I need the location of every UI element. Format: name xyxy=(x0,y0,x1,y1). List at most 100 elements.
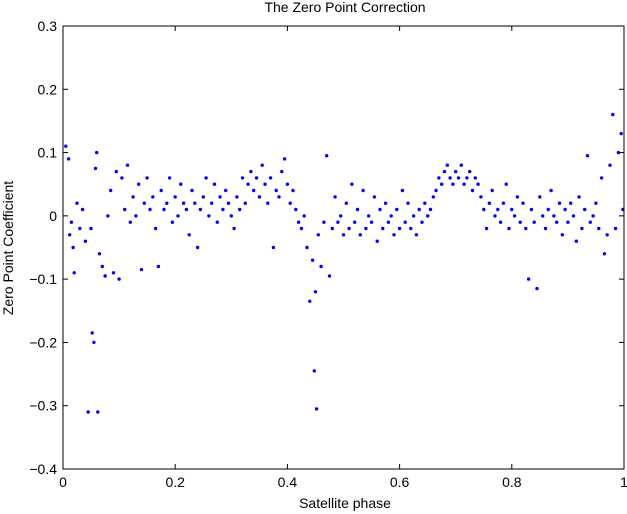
data-point xyxy=(583,207,587,212)
data-point xyxy=(308,299,312,303)
data-point xyxy=(198,207,203,212)
data-point xyxy=(97,252,102,256)
data-point xyxy=(434,188,438,193)
data-point xyxy=(195,245,200,250)
data-point xyxy=(470,188,475,193)
data-point xyxy=(597,226,601,231)
data-point xyxy=(120,176,124,180)
data-point xyxy=(294,207,298,212)
data-point xyxy=(397,226,402,231)
data-point xyxy=(400,188,405,193)
data-point xyxy=(221,207,225,212)
data-point xyxy=(549,188,553,193)
data-point xyxy=(100,264,105,269)
data-point xyxy=(611,112,615,117)
y-tick-label: −0.2 xyxy=(29,334,57,350)
data-point xyxy=(395,207,399,212)
data-point xyxy=(426,214,430,218)
data-point xyxy=(83,239,88,243)
data-point xyxy=(521,201,525,205)
data-point xyxy=(442,169,447,174)
plot-area xyxy=(64,112,625,414)
data-point xyxy=(89,226,93,231)
data-point xyxy=(535,286,539,291)
data-point xyxy=(80,207,85,212)
data-point xyxy=(207,214,211,218)
data-point xyxy=(268,176,273,180)
x-tick-label: 0.2 xyxy=(165,474,185,490)
data-point xyxy=(465,176,469,180)
data-point xyxy=(490,188,494,193)
data-point xyxy=(215,220,219,224)
data-point xyxy=(585,154,590,158)
data-point xyxy=(431,195,435,199)
y-tick-label: −0.4 xyxy=(29,461,57,477)
data-point xyxy=(316,233,320,237)
data-point xyxy=(482,207,486,212)
data-point xyxy=(90,331,94,335)
y-tick-label: −0.3 xyxy=(29,398,57,414)
y-tick-label: 0.1 xyxy=(38,145,58,161)
data-point xyxy=(176,214,180,218)
data-point xyxy=(210,201,214,205)
data-point xyxy=(162,207,166,212)
y-tick-label: 0.3 xyxy=(38,18,58,34)
data-point xyxy=(167,176,172,180)
data-point xyxy=(296,220,301,224)
data-point xyxy=(333,195,337,199)
data-point xyxy=(325,154,329,158)
data-point xyxy=(577,195,581,199)
data-point xyxy=(184,207,189,212)
data-point xyxy=(252,188,256,193)
data-point xyxy=(560,233,564,237)
data-point xyxy=(557,201,562,205)
data-point xyxy=(173,195,177,199)
data-point xyxy=(532,220,536,224)
data-point xyxy=(123,207,127,212)
data-point xyxy=(92,340,96,345)
data-point xyxy=(187,233,191,237)
data-point xyxy=(246,182,250,186)
data-point xyxy=(594,201,598,205)
data-point xyxy=(403,220,407,224)
data-point xyxy=(288,201,292,205)
data-point xyxy=(170,220,175,224)
data-point xyxy=(541,214,545,218)
data-point xyxy=(417,207,421,212)
data-point xyxy=(134,214,138,218)
data-point xyxy=(538,195,542,199)
data-point xyxy=(372,195,377,199)
data-point xyxy=(204,176,208,180)
x-tick-label: 0.4 xyxy=(278,474,298,490)
data-point xyxy=(462,182,466,186)
data-point xyxy=(312,369,316,373)
data-point xyxy=(310,258,315,262)
data-point xyxy=(114,169,119,174)
data-point xyxy=(569,201,573,205)
data-point xyxy=(498,220,503,224)
data-point xyxy=(602,252,607,256)
data-point xyxy=(224,188,228,193)
data-point xyxy=(330,226,334,231)
data-point xyxy=(327,274,332,278)
data-point xyxy=(487,201,492,205)
data-point xyxy=(440,182,444,186)
y-axis-title: Zero Point Coefficient xyxy=(0,181,16,315)
data-point xyxy=(389,214,393,218)
y-tick-label: 0 xyxy=(49,208,57,224)
data-point xyxy=(504,182,508,186)
y-axis: −0.4 −0.3 −0.2 −0.1 0 0.1 0.2 0.3 xyxy=(29,18,624,477)
data-point xyxy=(64,144,68,148)
data-point xyxy=(243,201,247,205)
data-point xyxy=(280,169,284,174)
data-point xyxy=(378,207,382,212)
data-point xyxy=(142,201,146,205)
data-point xyxy=(71,245,75,250)
data-point xyxy=(277,195,281,199)
x-tick-label: 0 xyxy=(59,474,67,490)
data-point xyxy=(302,214,306,218)
data-point xyxy=(193,201,197,205)
data-point xyxy=(341,233,346,237)
data-point xyxy=(125,163,130,167)
data-point xyxy=(406,201,410,205)
